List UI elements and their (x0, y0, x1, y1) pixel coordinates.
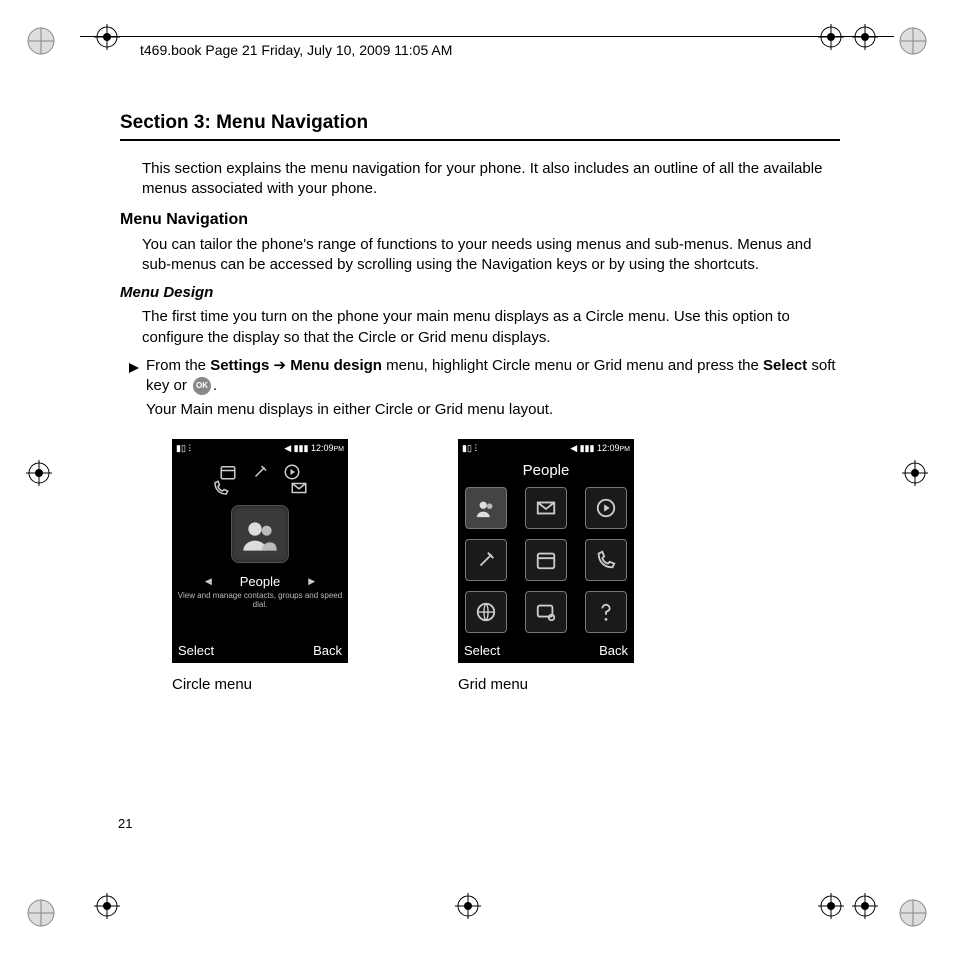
text: . (213, 377, 217, 394)
ok-button-icon: OK (193, 377, 211, 395)
right-arrow-icon: ▶ (308, 575, 315, 587)
crop-target-icon (94, 24, 120, 55)
circle-menu-body: ◀ People ▶ View and manage contacts, gro… (172, 457, 348, 641)
crop-target-icon (26, 460, 52, 491)
crop-target-icon (818, 893, 844, 924)
grid-play-icon (585, 487, 627, 529)
grid-globe-icon (465, 591, 507, 633)
softkeys: Select Back (172, 642, 348, 660)
select-label: Select (763, 357, 807, 374)
menu-design-body: The first time you turn on the phone you… (142, 307, 840, 348)
signal-icon: ▮▯ ⵗ (176, 442, 191, 454)
circle-menu-block: ▮▯ ⵗ ◀ ▮▮▮ 12:09PM (172, 439, 348, 695)
header-crop-line (80, 36, 894, 38)
people-icon-large (231, 505, 289, 563)
phone-icon (212, 479, 230, 497)
menu-design-label: Menu design (290, 357, 382, 374)
status-right: ◀ ▮▮▮ 12:09PM (284, 442, 344, 454)
settings-label: Settings (210, 357, 269, 374)
instruction-text: From the Settings ➔ Menu design menu, hi… (146, 356, 840, 421)
arrow: ➔ (269, 357, 290, 374)
grid-envelope-icon (525, 487, 567, 529)
crop-target-icon (902, 460, 928, 491)
arc-icons-side (212, 479, 308, 497)
phone-grid-menu: ▮▯ ⵗ ◀ ▮▮▮ 12:09PM People (458, 439, 634, 663)
crop-target-icon (852, 24, 878, 55)
heading-menu-design: Menu Design (120, 283, 840, 303)
softkey-left: Select (178, 642, 214, 660)
crop-target-icon (455, 893, 481, 924)
left-arrow-icon: ◀ (205, 575, 212, 587)
crop-target-icon (852, 893, 878, 924)
registration-mark-br (898, 898, 928, 928)
registration-mark-tr (898, 26, 928, 56)
phone-circle-menu: ▮▯ ⵗ ◀ ▮▮▮ 12:09PM (172, 439, 348, 663)
text: From the (146, 357, 210, 374)
bullet-triangle-icon (128, 360, 140, 421)
circle-label-row: ◀ People ▶ (205, 573, 315, 591)
grid-im-icon (525, 591, 567, 633)
grid-tools-icon (465, 539, 507, 581)
softkey-right: Back (599, 642, 628, 660)
registration-mark-bl (26, 898, 56, 928)
circle-caption: Circle menu (172, 675, 348, 695)
grid-selected-title: People (523, 461, 570, 481)
softkey-left: Select (464, 642, 500, 660)
crop-target-icon (818, 24, 844, 55)
status-right: ◀ ▮▮▮ 12:09PM (570, 442, 630, 454)
header-doc-info: t469.book Page 21 Friday, July 10, 2009 … (140, 42, 452, 58)
section-title: Section 3: Menu Navigation (120, 110, 840, 141)
phone-screenshots: ▮▯ ⵗ ◀ ▮▮▮ 12:09PM (172, 439, 840, 695)
status-bar: ▮▯ ⵗ ◀ ▮▮▮ 12:09PM (458, 439, 634, 457)
softkeys: Select Back (458, 642, 634, 660)
page-number: 21 (118, 816, 132, 831)
softkey-right: Back (313, 642, 342, 660)
grid-menu-body: People (458, 457, 634, 641)
grid-menu-block: ▮▯ ⵗ ◀ ▮▮▮ 12:09PM People (458, 439, 634, 695)
grid-help-icon (585, 591, 627, 633)
envelope-icon (290, 479, 308, 497)
heading-menu-navigation: Menu Navigation (120, 209, 840, 231)
circle-desc: View and manage contacts, groups and spe… (172, 592, 348, 610)
text: menu, highlight Circle menu or Grid menu… (382, 357, 763, 374)
grid-icons (465, 487, 627, 633)
grid-phone-icon (585, 539, 627, 581)
page-content: Section 3: Menu Navigation This section … (120, 110, 840, 695)
crop-target-icon (94, 893, 120, 924)
grid-caption: Grid menu (458, 675, 634, 695)
instruction-line2: Your Main menu displays in either Circle… (146, 400, 840, 420)
grid-calendar-icon (525, 539, 567, 581)
grid-people-icon (465, 487, 507, 529)
signal-icon: ▮▯ ⵗ (462, 442, 477, 454)
instruction-bullet: From the Settings ➔ Menu design menu, hi… (128, 356, 840, 421)
section-intro: This section explains the menu navigatio… (142, 159, 840, 200)
circle-selected-label: People (240, 573, 280, 591)
status-bar: ▮▯ ⵗ ◀ ▮▮▮ 12:09PM (172, 439, 348, 457)
menu-nav-body: You can tailor the phone's range of func… (142, 235, 840, 276)
registration-mark-tl (26, 26, 56, 56)
